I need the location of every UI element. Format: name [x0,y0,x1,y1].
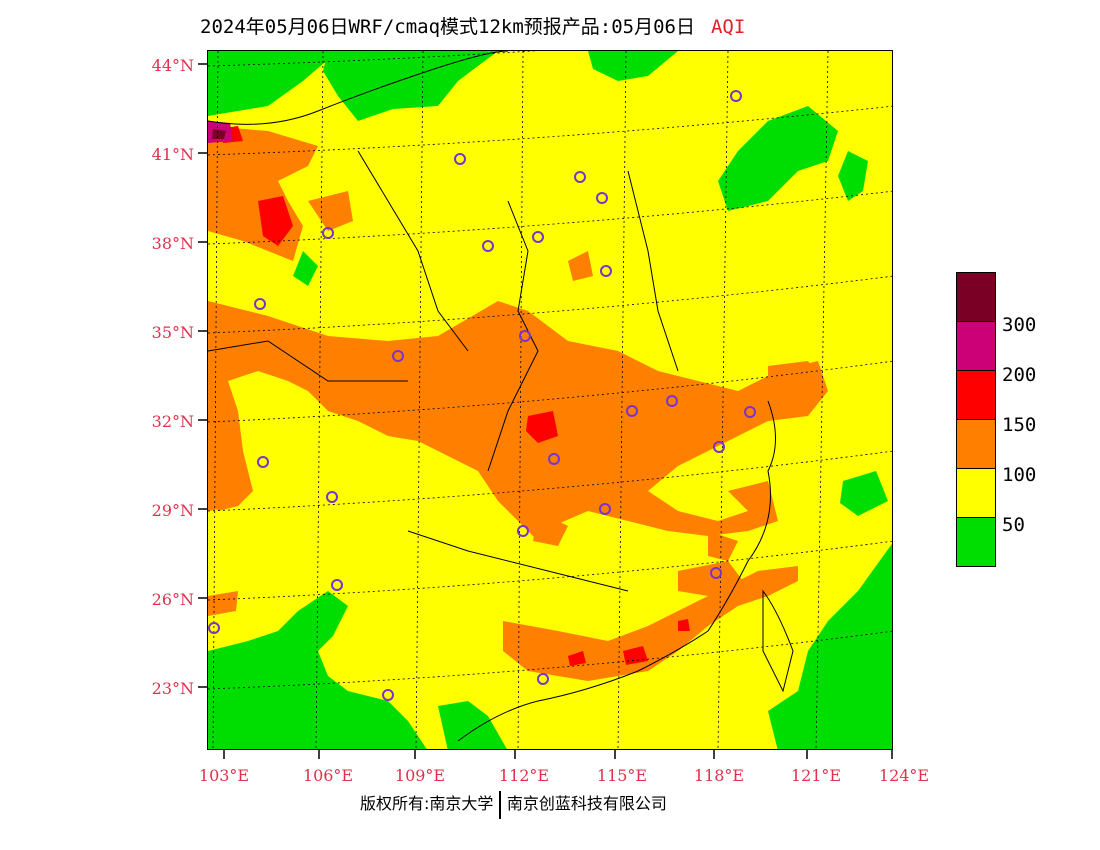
lon-label-103: 103°E [198,766,250,785]
lat-label-29: 29°N [151,501,194,520]
lon-label-118: 118°E [693,766,745,785]
aqi-fill-hazardous [212,129,226,139]
station-marker [730,90,742,102]
lat-label-41: 41°N [151,145,194,164]
lat-label-38: 38°N [151,234,194,253]
graticule [208,51,892,749]
station-marker [532,231,544,243]
aqi-map [207,50,893,750]
lon-label-106: 106°E [302,766,354,785]
station-marker [208,622,220,634]
aqi-map-canvas [208,51,892,749]
station-marker [517,525,529,537]
lon-label-121: 121°E [790,766,842,785]
lon-label-124: 124°E [878,766,930,785]
station-marker [596,192,608,204]
aqi-fill-good [208,51,892,749]
legend-swatch-moderate [956,468,996,518]
axis-ticks [198,63,893,759]
legend-label-200: 200 [1002,364,1037,386]
footer: 版权所有:南京大学 南京创蓝科技有限公司 [360,790,667,819]
footer-separator [499,790,501,819]
station-marker [537,673,549,685]
station-marker [666,395,678,407]
lat-label-26: 26°N [151,590,194,609]
legend-swatch-good [956,517,996,567]
station-marker [519,330,531,342]
legend-label-50: 50 [1002,514,1025,536]
map-title: 2024年05月06日WRF/cmaq模式12km预报产品:05月06日 AQI [200,12,745,39]
lon-label-112: 112°E [498,766,550,785]
lat-label-32: 32°N [151,412,194,431]
station-marker [254,298,266,310]
station-marker [710,567,722,579]
lon-label-109: 109°E [394,766,446,785]
legend-swatch-hazardous [956,272,996,322]
station-marker [744,406,756,418]
station-marker [626,405,638,417]
station-marker [574,171,586,183]
station-marker [382,689,394,701]
legend-swatch-unhealthy [956,370,996,420]
station-marker [257,456,269,468]
lat-label-23: 23°N [151,679,194,698]
station-marker [326,491,338,503]
station-marker [548,453,560,465]
lon-label-115: 115°E [596,766,648,785]
station-marker [454,153,466,165]
station-marker [599,503,611,515]
lat-label-35: 35°N [151,323,194,342]
legend-label-150: 150 [1002,414,1037,436]
legend-swatch-very-unhealthy [956,321,996,371]
station-marker [322,227,334,239]
station-marker [713,441,725,453]
station-marker [331,579,343,591]
station-marker [482,240,494,252]
station-marker [392,350,404,362]
copyright-text: 版权所有:南京大学 [360,794,494,813]
lat-label-44: 44°N [151,56,194,75]
company-text: 南京创蓝科技有限公司 [506,794,667,813]
legend-label-300: 300 [1002,314,1037,336]
legend-swatch-unhealthy-sensitive [956,419,996,469]
title-text: 2024年05月06日WRF/cmaq模式12km预报产品:05月06日 [200,16,695,38]
legend-label-100: 100 [1002,464,1037,486]
variable-label: AQI [710,16,746,38]
station-markers [208,90,756,701]
aqi-legend [956,272,996,567]
aqi-fill-unhealthy-sensitive [208,126,828,681]
station-marker [600,265,612,277]
